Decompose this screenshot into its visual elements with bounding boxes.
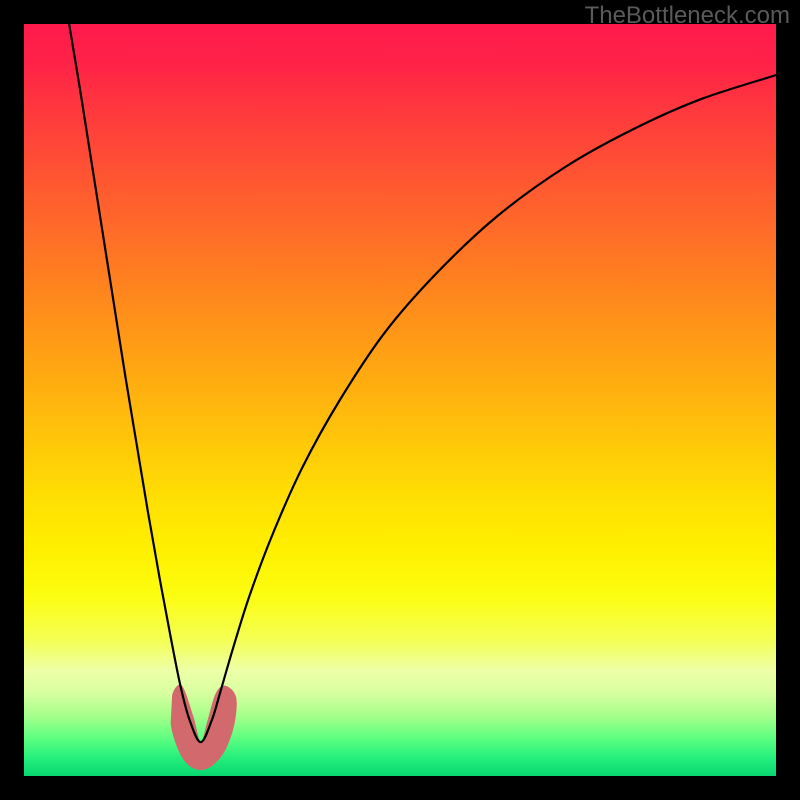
- chart-blob-marker: [171, 685, 237, 770]
- watermark-text: TheBottleneck.com: [585, 2, 790, 30]
- chart-plot-area: [24, 24, 776, 776]
- chart-curve-path: [69, 24, 776, 742]
- chart-frame: TheBottleneck.com: [0, 0, 800, 800]
- chart-curve: [24, 24, 776, 776]
